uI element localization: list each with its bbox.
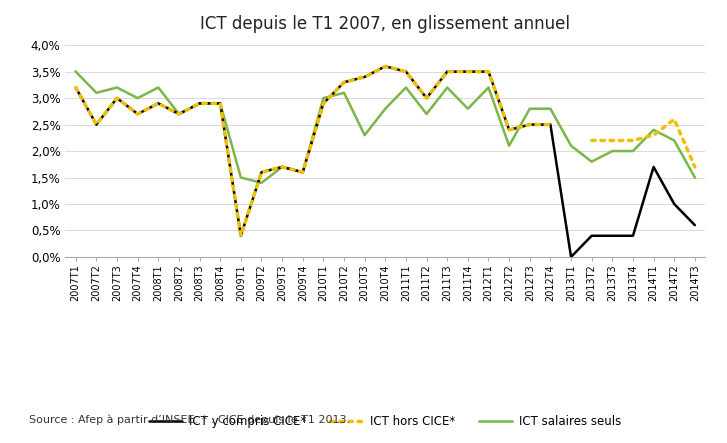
ICT y compris CICE* <box>649 164 658 170</box>
ICT salaires seuls <box>257 180 266 186</box>
ICT hors CICE* <box>340 80 348 85</box>
ICT salaires seuls <box>216 101 225 106</box>
ICT y compris CICE* <box>278 164 286 170</box>
ICT hors CICE* <box>361 74 369 80</box>
ICT y compris CICE* <box>505 127 513 132</box>
ICT y compris CICE* <box>526 122 534 127</box>
ICT hors CICE* <box>196 101 204 106</box>
ICT salaires seuls <box>401 85 410 90</box>
ICT salaires seuls <box>566 143 575 148</box>
ICT hors CICE* <box>278 164 286 170</box>
ICT salaires seuls <box>381 106 390 111</box>
ICT y compris CICE* <box>381 64 390 69</box>
ICT y compris CICE* <box>546 122 555 127</box>
ICT hors CICE* <box>236 233 245 238</box>
ICT y compris CICE* <box>174 111 183 117</box>
ICT y compris CICE* <box>691 222 699 228</box>
ICT y compris CICE* <box>587 233 596 238</box>
ICT salaires seuls <box>278 164 286 170</box>
ICT salaires seuls <box>71 69 80 74</box>
ICT salaires seuls <box>484 85 493 90</box>
ICT salaires seuls <box>546 106 555 111</box>
ICT y compris CICE* <box>340 80 348 85</box>
ICT salaires seuls <box>670 138 678 143</box>
ICT salaires seuls <box>505 143 513 148</box>
Text: Source : Afep à partir d’INSEE. * : CICE depuis le T1 2013.: Source : Afep à partir d’INSEE. * : CICE… <box>29 415 350 425</box>
ICT y compris CICE* <box>443 69 451 74</box>
ICT salaires seuls <box>298 170 307 175</box>
ICT y compris CICE* <box>92 122 101 127</box>
ICT hors CICE* <box>422 95 431 101</box>
ICT y compris CICE* <box>196 101 204 106</box>
ICT hors CICE* <box>443 69 451 74</box>
ICT y compris CICE* <box>133 111 142 117</box>
ICT hors CICE* <box>629 138 638 143</box>
Legend: ICT y compris CICE*, ICT hors CICE*, ICT salaires seuls: ICT y compris CICE*, ICT hors CICE*, ICT… <box>145 411 626 433</box>
ICT hors CICE* <box>113 95 121 101</box>
ICT y compris CICE* <box>113 95 121 101</box>
ICT hors CICE* <box>670 117 678 122</box>
ICT y compris CICE* <box>464 69 473 74</box>
ICT salaires seuls <box>174 111 183 117</box>
ICT hors CICE* <box>319 101 328 106</box>
ICT y compris CICE* <box>484 69 493 74</box>
ICT y compris CICE* <box>154 101 163 106</box>
ICT salaires seuls <box>133 95 142 101</box>
ICT salaires seuls <box>526 106 534 111</box>
ICT y compris CICE* <box>629 233 638 238</box>
ICT hors CICE* <box>546 122 555 127</box>
ICT salaires seuls <box>92 90 101 96</box>
ICT salaires seuls <box>361 132 369 138</box>
Title: ICT depuis le T1 2007, en glissement annuel: ICT depuis le T1 2007, en glissement ann… <box>201 15 570 33</box>
ICT hors CICE* <box>649 132 658 138</box>
Line: ICT hors CICE*: ICT hors CICE* <box>76 66 695 236</box>
ICT hors CICE* <box>691 164 699 170</box>
ICT hors CICE* <box>464 69 473 74</box>
ICT hors CICE* <box>216 101 225 106</box>
ICT y compris CICE* <box>236 233 245 238</box>
ICT salaires seuls <box>608 148 616 154</box>
ICT salaires seuls <box>196 101 204 106</box>
ICT y compris CICE* <box>670 201 678 206</box>
ICT hors CICE* <box>71 85 80 90</box>
ICT salaires seuls <box>113 85 121 90</box>
Line: ICT y compris CICE*: ICT y compris CICE* <box>76 66 695 257</box>
ICT salaires seuls <box>340 90 348 96</box>
ICT salaires seuls <box>587 159 596 164</box>
ICT hors CICE* <box>505 127 513 132</box>
ICT salaires seuls <box>629 148 638 154</box>
ICT salaires seuls <box>319 95 328 101</box>
ICT salaires seuls <box>464 106 473 111</box>
ICT hors CICE* <box>401 69 410 74</box>
ICT hors CICE* <box>133 111 142 117</box>
ICT y compris CICE* <box>422 95 431 101</box>
ICT hors CICE* <box>484 69 493 74</box>
ICT hors CICE* <box>154 101 163 106</box>
ICT hors CICE* <box>92 122 101 127</box>
ICT hors CICE* <box>608 138 616 143</box>
ICT y compris CICE* <box>298 170 307 175</box>
ICT y compris CICE* <box>401 69 410 74</box>
ICT salaires seuls <box>154 85 163 90</box>
ICT y compris CICE* <box>319 101 328 106</box>
ICT hors CICE* <box>257 170 266 175</box>
ICT hors CICE* <box>298 170 307 175</box>
ICT salaires seuls <box>649 127 658 132</box>
ICT salaires seuls <box>691 175 699 180</box>
ICT hors CICE* <box>526 122 534 127</box>
ICT y compris CICE* <box>608 233 616 238</box>
ICT salaires seuls <box>443 85 451 90</box>
ICT hors CICE* <box>587 138 596 143</box>
ICT hors CICE* <box>381 64 390 69</box>
Line: ICT salaires seuls: ICT salaires seuls <box>76 72 695 183</box>
ICT salaires seuls <box>236 175 245 180</box>
ICT y compris CICE* <box>361 74 369 80</box>
ICT y compris CICE* <box>257 170 266 175</box>
ICT y compris CICE* <box>71 85 80 90</box>
ICT y compris CICE* <box>566 254 575 260</box>
ICT y compris CICE* <box>216 101 225 106</box>
ICT salaires seuls <box>422 111 431 117</box>
ICT hors CICE* <box>174 111 183 117</box>
